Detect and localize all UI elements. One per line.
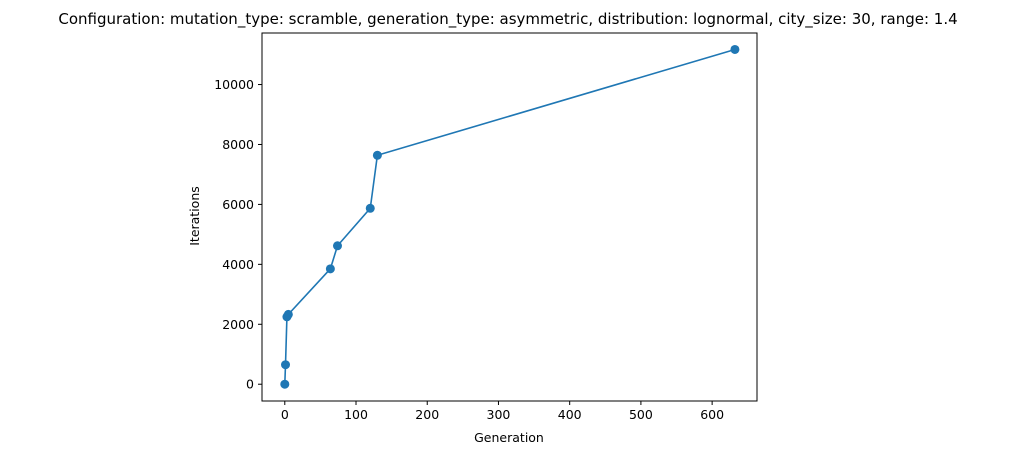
y-tick-label: 10000 bbox=[214, 77, 254, 92]
data-point bbox=[372, 150, 382, 160]
chart-title: Configuration: mutation_type: scramble, … bbox=[58, 10, 957, 29]
plot-frame bbox=[261, 32, 758, 402]
data-point bbox=[365, 203, 375, 213]
x-tick-label: 300 bbox=[487, 407, 511, 422]
data-point bbox=[730, 44, 740, 54]
data-point bbox=[283, 309, 293, 319]
series-layer bbox=[280, 44, 740, 389]
x-tick-label: 400 bbox=[558, 407, 582, 422]
y-axis-label: Iterations bbox=[187, 186, 202, 246]
x-axis: 0 100 200 300 400 500 600 bbox=[281, 401, 724, 422]
data-point bbox=[332, 241, 342, 251]
x-tick-label: 0 bbox=[281, 407, 289, 422]
x-tick-label: 500 bbox=[629, 407, 653, 422]
data-point bbox=[280, 379, 290, 389]
y-tick-label: 4000 bbox=[222, 257, 254, 272]
y-tick-label: 6000 bbox=[222, 197, 254, 212]
series-line bbox=[283, 48, 736, 385]
x-tick-label: 200 bbox=[415, 407, 439, 422]
plot-area bbox=[261, 32, 758, 402]
data-point bbox=[325, 264, 335, 274]
y-axis: 0 2000 4000 6000 8000 10000 bbox=[214, 77, 262, 392]
x-axis-label: Generation bbox=[474, 430, 544, 445]
y-tick-label: 8000 bbox=[222, 137, 254, 152]
y-tick-label: 2000 bbox=[222, 317, 254, 332]
y-tick-label: 0 bbox=[246, 377, 254, 392]
x-tick-label: 600 bbox=[700, 407, 724, 422]
x-tick-label: 100 bbox=[344, 407, 368, 422]
data-point bbox=[281, 360, 291, 370]
